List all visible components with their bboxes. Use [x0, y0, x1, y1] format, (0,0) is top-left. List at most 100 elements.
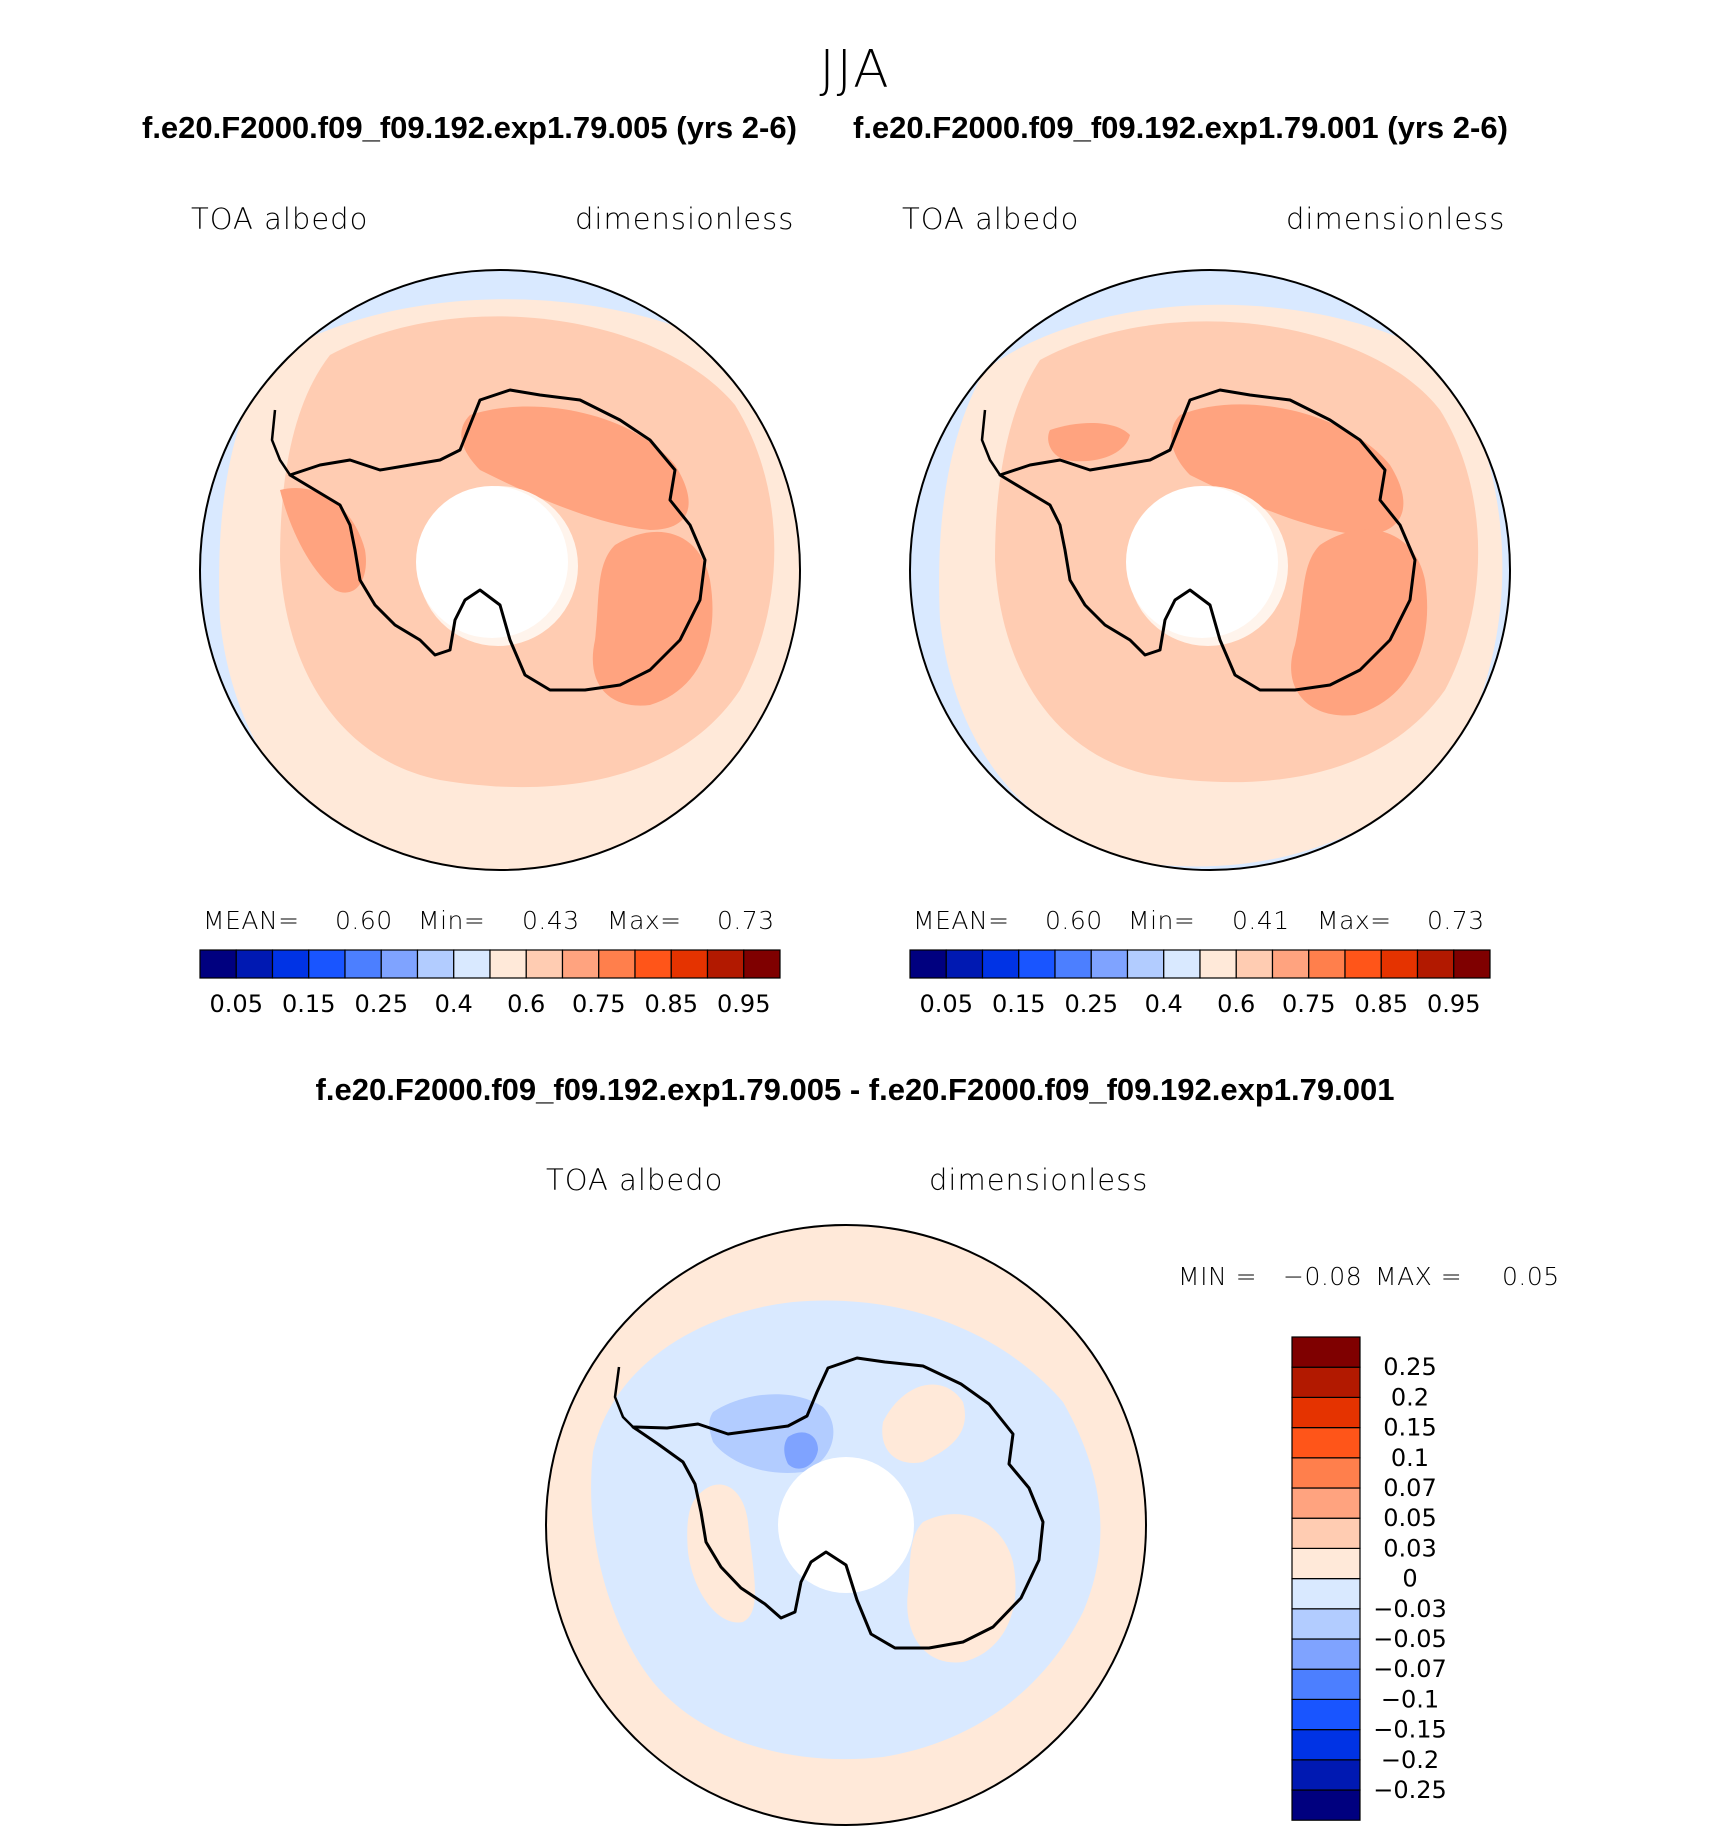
panel-3-min-label: MIN =	[1178, 1262, 1258, 1291]
colorbar-swatch	[1235, 949, 1274, 979]
colorbar-tick-label: 0.85	[1355, 990, 1408, 1018]
contour-0.85-plateau-east	[461, 406, 689, 530]
contour-0.85-ronne	[1048, 423, 1130, 462]
polar-gap	[778, 1457, 914, 1593]
colorbar-swatch	[380, 949, 419, 979]
panel-3-min-value: −0.08	[1283, 1262, 1363, 1291]
colorbar-swatch	[981, 949, 1020, 979]
colorbar-swatch	[199, 949, 237, 979]
antarctica-coastline	[631, 1356, 1045, 1650]
colorbar-swatch	[1291, 1366, 1361, 1399]
map-panel-2	[909, 269, 1511, 871]
panel-3-units-label: dimensionless	[929, 1163, 1149, 1197]
colorbar-swatch	[271, 949, 310, 979]
polar-gap	[1126, 486, 1278, 638]
colorbar-tick-label: 0.4	[1145, 990, 1183, 1018]
colorbar-tick-label: 0.05	[920, 990, 973, 1018]
colorbar-swatch	[416, 949, 455, 979]
colorbar-tick-label: −0.15	[1373, 1716, 1447, 1744]
colorbar-tick-label: 0.15	[282, 990, 335, 1018]
colorbar-tick-label: 0.95	[1427, 990, 1480, 1018]
panel-2-title: f.e20.F2000.f09_f09.192.exp1.79.001 (yrs…	[853, 110, 1508, 145]
peninsula-coastline	[270, 409, 292, 476]
panel-2-max-value: 0.73	[1427, 906, 1485, 935]
colorbar-panel-2: 0.05 0.15 0.25 0.4 0.6 0.75 0.85 0.95	[909, 949, 1491, 1018]
antarctica-coastline	[998, 388, 1417, 692]
panel-3-max-value: 0.05	[1502, 1262, 1560, 1291]
colorbar-swatch	[706, 949, 745, 979]
panel-1-units-label: dimensionless	[575, 202, 795, 236]
colorbar-swatch	[670, 949, 709, 979]
map-boundary	[545, 1224, 1147, 1826]
colorbar-swatch	[634, 949, 672, 979]
panel-1-min-value: 0.43	[522, 906, 580, 935]
panel-2-variable-label: TOA albedo	[902, 202, 1080, 236]
colorbar-swatch	[1054, 949, 1092, 979]
season-title: JJA	[819, 40, 891, 100]
colorbar-swatch	[1291, 1729, 1361, 1761]
colorbar-swatch	[1126, 949, 1165, 979]
colorbar-tick-label: −0.07	[1373, 1655, 1447, 1683]
colorbar-swatch	[743, 949, 781, 979]
colorbar-swatch	[1291, 1457, 1361, 1489]
panel-2-min-value: 0.41	[1232, 906, 1290, 935]
colorbar-swatch	[453, 949, 491, 979]
contour-0.85-plateau-east	[1171, 404, 1404, 535]
panel-1-mean-label: MEAN=	[203, 906, 300, 935]
colorbar-tick-label: −0.25	[1373, 1776, 1447, 1804]
colorbar-tick-label: 0.07	[1383, 1474, 1436, 1502]
colorbar-swatch	[1453, 949, 1491, 979]
colorbar-swatch	[561, 949, 600, 979]
colorbar-tick-label: −0.03	[1373, 1595, 1447, 1623]
colorbar-swatch	[1291, 1426, 1361, 1459]
colorbar-tick-label: −0.1	[1381, 1685, 1439, 1713]
panel-2-mean-value: 0.60	[1045, 906, 1103, 935]
colorbar-panel-1: 0.05 0.15 0.25 0.4 0.6 0.75 0.85 0.95	[199, 949, 781, 1018]
colorbar-swatch	[1291, 1698, 1361, 1731]
colorbar-swatch	[945, 949, 984, 979]
colorbar-swatch	[1291, 1668, 1361, 1701]
polar-gap	[416, 486, 568, 638]
colorbar-tick-label: 0.6	[1217, 990, 1255, 1018]
panel-1-variable-label: TOA albedo	[191, 202, 369, 236]
colorbar-tick-label: 0.15	[992, 990, 1045, 1018]
antarctica-coastline	[288, 388, 707, 692]
colorbar-tick-label: 0.05	[1383, 1504, 1436, 1532]
colorbar-tick-label: 0.15	[1383, 1414, 1436, 1442]
panel-2-units-label: dimensionless	[1286, 202, 1506, 236]
colorbar-swatch	[1291, 1638, 1361, 1670]
contour-pos-wilkes	[907, 1514, 1016, 1663]
colorbar-tick-label: 0.1	[1391, 1444, 1429, 1472]
colorbar-tick-label: 0.25	[355, 990, 408, 1018]
colorbar-tick-label: 0.75	[572, 990, 625, 1018]
colorbar-tick-label: 0	[1402, 1565, 1417, 1593]
difference-title: f.e20.F2000.f09_f09.192.exp1.79.005 - f.…	[315, 1072, 1395, 1107]
colorbar-swatch	[1291, 1517, 1361, 1549]
map-panel-difference	[545, 1224, 1147, 1826]
colorbar-swatch	[1291, 1396, 1361, 1429]
colorbar-difference: 0.250.20.150.10.070.050.030−0.03−0.05−0.…	[1291, 1336, 1447, 1821]
contour-0.85-wilkes	[1291, 529, 1428, 716]
colorbar-swatch	[1344, 949, 1382, 979]
colorbar-swatch	[1380, 949, 1419, 979]
contour-pos-east	[882, 1384, 965, 1463]
colorbar-tick-label: 0.2	[1391, 1383, 1429, 1411]
panel-3-variable-label: TOA albedo	[546, 1163, 724, 1197]
panel-2-mean-label: MEAN=	[913, 906, 1010, 935]
colorbar-swatch	[1291, 1547, 1361, 1580]
panel-2-max-label: Max=	[1317, 906, 1392, 935]
panel-1-min-label: Min=	[418, 906, 486, 935]
contour-neg-0.07-0.05	[784, 1432, 818, 1469]
colorbar-tick-label: 0.03	[1383, 1534, 1436, 1562]
colorbar-tick-label: 0.25	[1383, 1353, 1436, 1381]
colorbar-tick-label: 0.6	[507, 990, 545, 1018]
colorbar-swatch	[1308, 949, 1346, 979]
colorbar-swatch	[598, 949, 636, 979]
colorbar-tick-label: 0.4	[435, 990, 473, 1018]
colorbar-swatch	[1163, 949, 1201, 979]
contour-0.85-wilkes	[592, 531, 713, 706]
peninsula-coastline	[980, 409, 1002, 476]
colorbar-tick-label: −0.2	[1381, 1746, 1439, 1774]
colorbar-swatch	[1291, 1789, 1361, 1821]
colorbar-swatch	[1291, 1336, 1361, 1368]
